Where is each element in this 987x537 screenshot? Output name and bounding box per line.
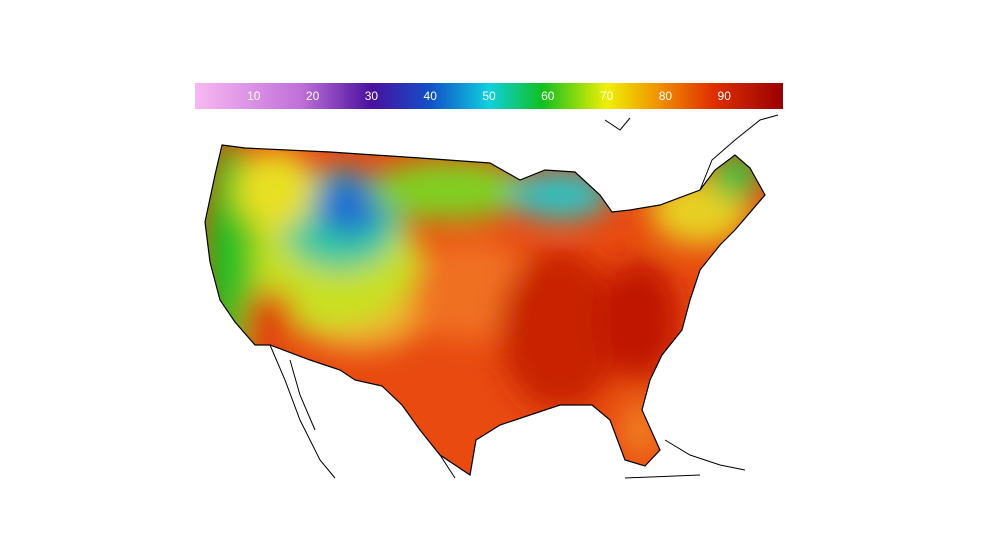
scale-label: 50 [482, 89, 496, 103]
scale-label: 90 [718, 89, 732, 103]
coastlines [269, 114, 779, 479]
scale-label: 20 [306, 89, 320, 103]
scale-label: 70 [600, 89, 614, 103]
scale-label: 40 [424, 89, 438, 103]
color-scale: 10 20 30 40 50 60 70 80 90 [195, 83, 783, 109]
scale-label: 60 [541, 89, 555, 103]
scale-label: 80 [659, 89, 673, 103]
temperature-field [205, 145, 765, 475]
color-bar [195, 83, 783, 109]
scale-label: 30 [365, 89, 379, 103]
scale-label: 10 [247, 89, 261, 103]
